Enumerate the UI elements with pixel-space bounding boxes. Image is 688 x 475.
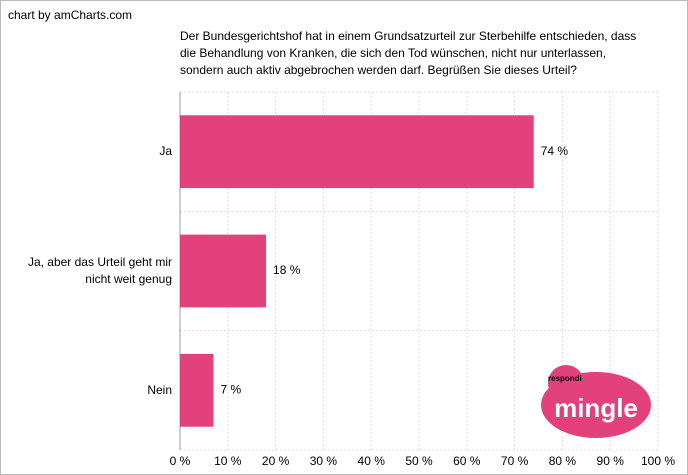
y-tick-label: Ja [159, 144, 172, 159]
x-tick-label: 70 % [501, 454, 529, 468]
x-tick-label: 50 % [405, 454, 433, 468]
logo-small: respondi [548, 374, 582, 383]
chart-title: die Behandlung von Kranken, die sich den… [180, 46, 606, 60]
y-tick-label: Nein [147, 382, 172, 397]
y-tick-label: Ja, aber das Urteil geht mir nicht weit … [27, 255, 172, 286]
bar [180, 234, 267, 308]
credit: chart by amCharts.com [8, 8, 132, 22]
value-label: 7 % [220, 383, 241, 397]
x-tick-label: 90 % [597, 454, 625, 468]
value-label: 18 % [273, 263, 301, 277]
chart-title: sondern auch aktiv abgebrochen werden da… [180, 63, 577, 77]
x-tick-label: 0 % [170, 454, 191, 468]
chart-title: Der Bundesgerichtshof hat in einem Grund… [180, 29, 636, 43]
x-tick-label: 80 % [549, 454, 577, 468]
x-tick-label: 30 % [310, 454, 338, 468]
x-tick-label: 10 % [214, 454, 242, 468]
logo-main: mingle [554, 393, 638, 423]
bar [180, 353, 214, 427]
value-label: 74 % [541, 144, 569, 158]
x-tick-label: 40 % [358, 454, 386, 468]
bar [180, 115, 534, 189]
x-tick-label: 60 % [453, 454, 481, 468]
x-tick-label: 100 % [641, 454, 675, 468]
logo-blob [548, 365, 584, 401]
logo: respondi mingle [541, 365, 651, 438]
x-tick-label: 20 % [262, 454, 290, 468]
